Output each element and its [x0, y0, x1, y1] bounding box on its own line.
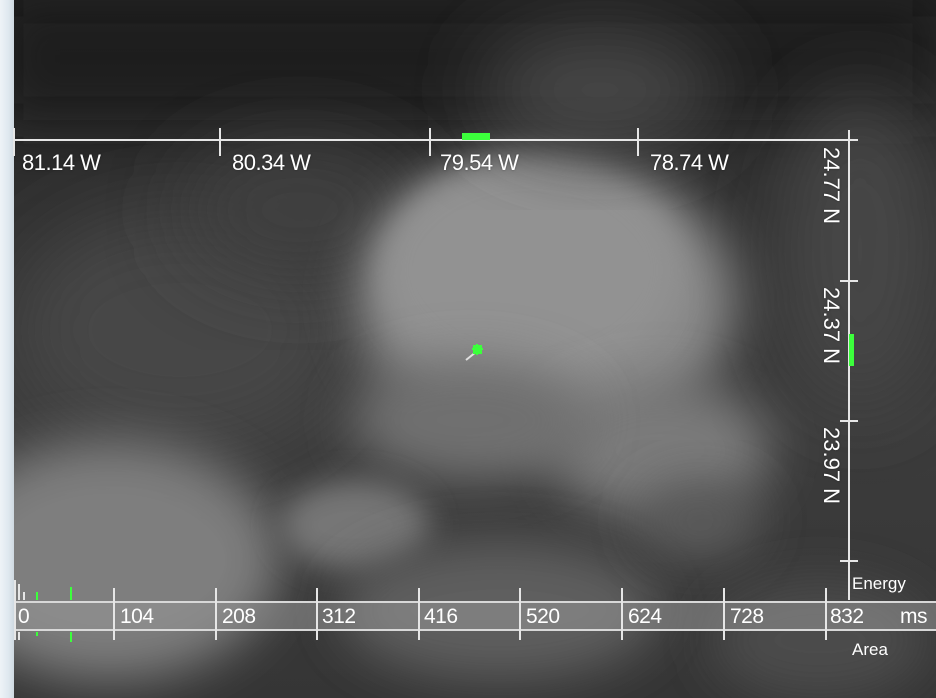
timeline-tick-label: 0 — [18, 605, 30, 628]
latitude-label: 24.77 N — [819, 147, 844, 225]
longitude-label: 80.34 W — [232, 150, 311, 175]
left-edge-band — [0, 0, 14, 698]
latitude-position-indicator — [849, 334, 854, 366]
timeline-bar[interactable] — [14, 601, 936, 631]
timeline-tick-label: 104 — [120, 605, 154, 628]
timeline-tick-label: 208 — [222, 605, 256, 628]
timeline-tick-label: 312 — [322, 605, 356, 628]
crosshair-marker-icon[interactable] — [462, 340, 488, 366]
longitude-label: 79.54 W — [440, 150, 519, 175]
timeline-ticks — [14, 580, 827, 642]
energy-label: Energy — [852, 574, 906, 593]
timeline-tick-label: 728 — [730, 605, 764, 628]
area-label: Area — [852, 640, 888, 659]
timeline-tick-label: 520 — [526, 605, 560, 628]
timeline-tick-label: 416 — [424, 605, 458, 628]
timeline-tick-label: 624 — [628, 605, 662, 628]
timeline-unit: ms — [900, 605, 928, 628]
timeline-tick-label: 832 — [830, 605, 864, 628]
longitude-label: 81.14 W — [22, 150, 101, 175]
latitude-label: 24.37 N — [819, 287, 844, 365]
latitude-label: 23.97 N — [819, 427, 844, 505]
longitude-position-indicator — [462, 133, 490, 140]
longitude-label: 78.74 W — [650, 150, 729, 175]
